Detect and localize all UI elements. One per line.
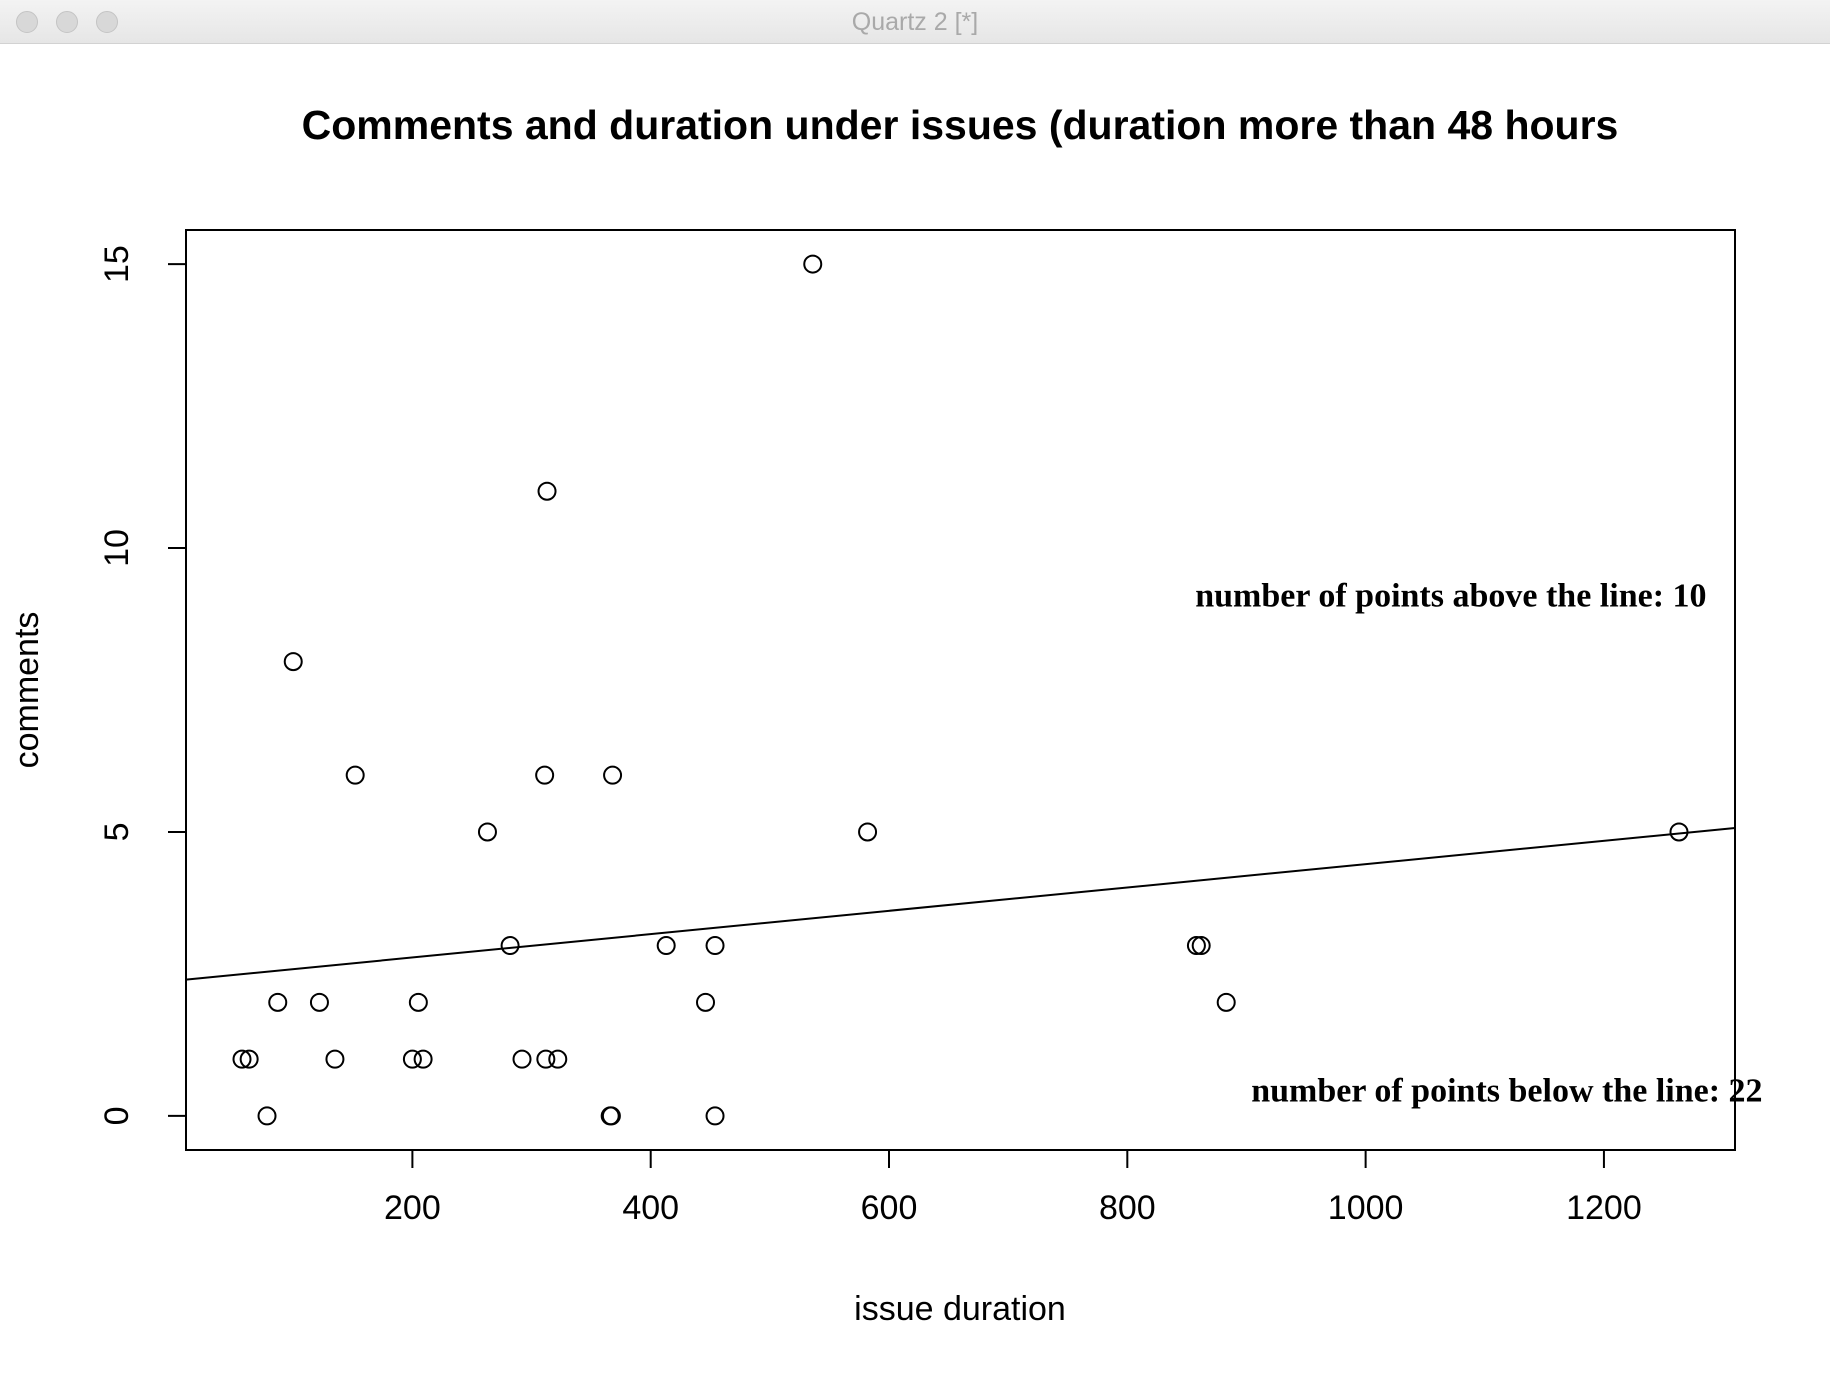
y-tick-label: 5 bbox=[98, 823, 136, 842]
scatter-point bbox=[325, 1049, 345, 1069]
scatter-point bbox=[656, 936, 676, 956]
y-tick-label: 15 bbox=[98, 245, 136, 283]
scatter-point bbox=[309, 992, 329, 1012]
annotation-text: number of points below the line: 22 bbox=[1251, 1073, 1762, 1110]
scatter-point bbox=[232, 1049, 252, 1069]
annotation-text: number of points above the line: 10 bbox=[1195, 578, 1706, 615]
close-window-button[interactable] bbox=[16, 11, 38, 33]
window-titlebar: Quartz 2 [*] bbox=[0, 0, 1830, 44]
scatter-point bbox=[537, 481, 557, 501]
annotations: number of points above the line: 10 numbe… bbox=[1195, 578, 1762, 1110]
minimize-window-button[interactable] bbox=[56, 11, 78, 33]
scatter-plot: Comments and duration under issues (dura… bbox=[8, 102, 1763, 1328]
scatter-point bbox=[408, 992, 428, 1012]
scatter-point bbox=[705, 936, 725, 956]
x-tick-label: 200 bbox=[384, 1189, 441, 1227]
scatter-point bbox=[1216, 992, 1236, 1012]
data-points bbox=[232, 254, 1689, 1126]
scatter-point bbox=[413, 1049, 433, 1069]
x-tick-label: 400 bbox=[622, 1189, 679, 1227]
scatter-point bbox=[268, 992, 288, 1012]
scatter-point bbox=[257, 1106, 277, 1126]
scatter-point bbox=[803, 254, 823, 274]
scatter-point bbox=[345, 765, 365, 785]
scatter-point bbox=[858, 822, 878, 842]
scatter-point bbox=[603, 765, 623, 785]
plot-frame bbox=[185, 229, 1736, 1151]
trend-line-group bbox=[185, 827, 1736, 981]
y-tick-label: 10 bbox=[98, 529, 136, 567]
scatter-point bbox=[477, 822, 497, 842]
y-axis: 0 5 10 15 bbox=[98, 245, 187, 1125]
y-axis-label: comments bbox=[8, 612, 46, 769]
scatter-point bbox=[1669, 822, 1689, 842]
scatter-point bbox=[1191, 936, 1211, 956]
y-tick-label: 0 bbox=[98, 1106, 136, 1125]
x-axis-label: issue duration bbox=[854, 1290, 1066, 1328]
scatter-point bbox=[696, 992, 716, 1012]
scatter-point bbox=[1186, 936, 1206, 956]
trend-line bbox=[185, 827, 1736, 981]
x-tick-label: 1200 bbox=[1566, 1189, 1642, 1227]
scatter-point bbox=[512, 1049, 532, 1069]
x-tick-label: 600 bbox=[861, 1189, 918, 1227]
scatter-point bbox=[705, 1106, 725, 1126]
zoom-window-button[interactable] bbox=[96, 11, 118, 33]
scatter-point bbox=[239, 1049, 259, 1069]
chart-title: Comments and duration under issues (dura… bbox=[302, 102, 1619, 148]
scatter-point bbox=[283, 652, 303, 672]
x-axis: 200 400 600 800 1000 1200 bbox=[384, 1149, 1642, 1227]
scatter-point bbox=[548, 1049, 568, 1069]
scatter-point bbox=[500, 936, 520, 956]
window-title: Quartz 2 [*] bbox=[851, 8, 979, 36]
scatter-point bbox=[601, 1106, 621, 1126]
scatter-point bbox=[402, 1049, 422, 1069]
x-tick-label: 800 bbox=[1099, 1189, 1156, 1227]
scatter-point bbox=[535, 765, 555, 785]
scatter-point bbox=[536, 1049, 556, 1069]
x-tick-label: 1000 bbox=[1328, 1189, 1404, 1227]
